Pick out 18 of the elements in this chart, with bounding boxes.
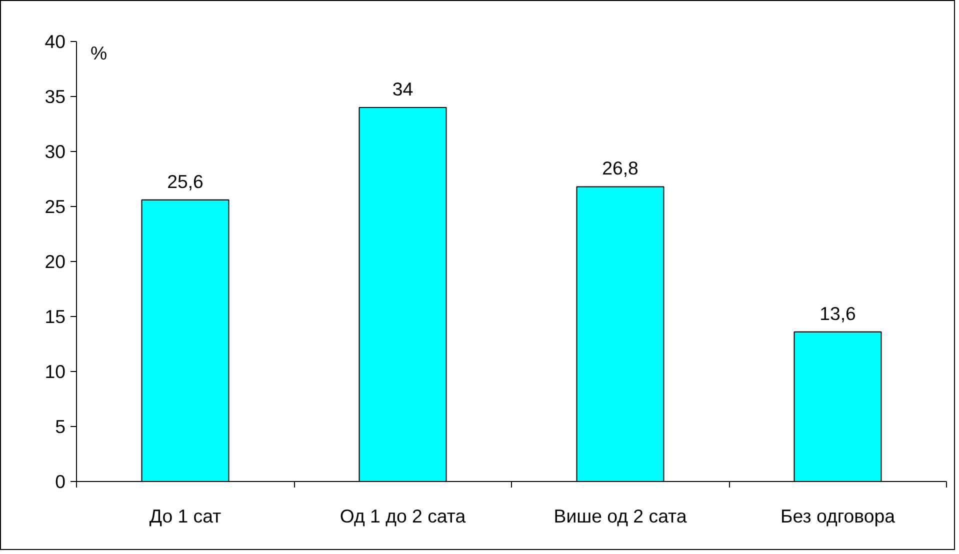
- x-tick-label: До 1 сат: [149, 506, 222, 526]
- y-tick-label: 5: [55, 416, 66, 437]
- data-label: 26,8: [602, 158, 638, 179]
- y-tick-label: 15: [44, 306, 66, 327]
- y-tick-label: 40: [44, 31, 66, 52]
- x-tick-label: Без одговора: [780, 506, 896, 526]
- x-tick-label: Више од 2 сата: [554, 506, 688, 526]
- y-axis-title: %: [90, 42, 108, 64]
- y-tick-label: 20: [44, 251, 66, 272]
- data-label: 25,6: [167, 170, 204, 192]
- data-label: 34: [392, 78, 414, 100]
- data-label: 13,6: [820, 302, 856, 324]
- y-tick-label: 35: [44, 86, 66, 107]
- y-tick-label: 30: [44, 141, 66, 162]
- y-tick-label: 0: [55, 471, 66, 492]
- y-tick-label: 25: [44, 196, 66, 217]
- y-tick-label: 10: [44, 361, 66, 382]
- x-tick-label: Од 1 до 2 сата: [340, 506, 466, 526]
